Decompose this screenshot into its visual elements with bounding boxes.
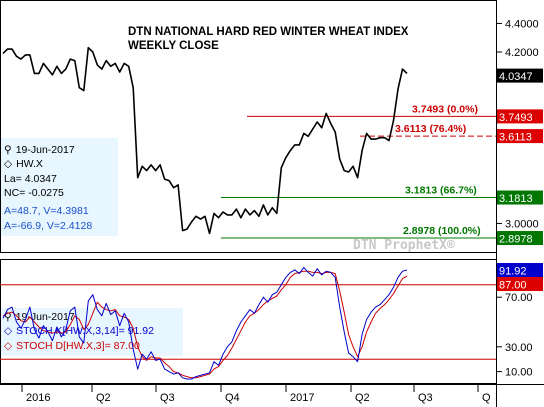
- x-tick-label: Q4: [225, 392, 240, 404]
- x-tick-label: Q2: [96, 392, 111, 404]
- diamond-icon: ◇: [4, 158, 13, 170]
- x-tick-label: 2017: [290, 392, 314, 404]
- fib-level-label: 2.8978 (100.0%): [403, 225, 481, 237]
- x-tick-label: Q2: [355, 392, 370, 404]
- stoch-axis-badge-bg: [497, 263, 543, 278]
- magnifier-icon: ⚲: [4, 144, 12, 156]
- stoch-axis-badge: 91.92: [499, 266, 527, 278]
- price-series-line[interactable]: [2, 46, 408, 235]
- chart-title: DTN NATIONAL HARD RED WINTER WHEAT INDEX: [128, 26, 409, 38]
- stoch-y-tick-label: 30.00: [505, 342, 533, 354]
- price-axis-badge-bg: [497, 190, 543, 205]
- x-tick-label: Q3: [160, 392, 175, 404]
- stoch-k-line[interactable]: [2, 266, 408, 380]
- price-axis-badge: 3.6113: [499, 132, 532, 144]
- price-axis-badge: 3.7493: [499, 112, 533, 124]
- stoch-axis-badge: 87.00: [499, 280, 527, 292]
- price-axis-badge: 3.1813: [499, 193, 533, 205]
- stoch-d-line[interactable]: [2, 270, 408, 379]
- fib-level-label: 3.1813 (66.7%): [405, 185, 477, 197]
- stoch-magnifier-icon: ⚲: [4, 311, 12, 323]
- price-y-tick-label: 4.2000: [505, 47, 539, 59]
- stoch-axis-badge-bg: [497, 277, 543, 292]
- x-tick-label: Q: [482, 392, 491, 404]
- stoch-y-tick-label: 70.00: [505, 292, 533, 304]
- x-tick-label: 2016: [26, 392, 50, 404]
- stoch-k-diamond-icon: ◇: [4, 325, 13, 337]
- price-axis-badge: 4.0347: [499, 71, 533, 83]
- fib-level-label: 3.6113 (76.4%): [395, 123, 466, 135]
- price-axis-badge-bg: [497, 231, 543, 246]
- price-axis-badge-bg: [497, 129, 543, 144]
- info-last: La= 4.0347: [4, 173, 57, 185]
- price-info-box: [1, 138, 118, 236]
- info-angle-1: A=48.7, V=4.3981: [4, 205, 89, 217]
- info-symbol: ◇ HW.X: [4, 158, 43, 170]
- price-axis-badge-bg: [497, 109, 543, 124]
- info-angle-2: A=-66.9, V=2.4128: [4, 220, 92, 232]
- info-net-change: NC= -0.0275: [4, 187, 64, 199]
- stoch-d-label: ◇ STOCH D[HW.X,3]= 87.00: [4, 340, 140, 352]
- stoch-d-diamond-icon: ◇: [4, 340, 13, 352]
- stoch-info-date: ⚲ 19-Jun-2017: [4, 311, 75, 323]
- price-y-tick-label: 3.0000: [505, 218, 539, 230]
- info-date: ⚲ 19-Jun-2017: [4, 144, 75, 156]
- stoch-y-tick-label: 10.00: [505, 367, 533, 379]
- watermark: DTN ProphetX®: [353, 238, 455, 253]
- fib-level-label: 3.7493 (0.0%): [412, 103, 478, 115]
- price-axis-badge-bg: [497, 68, 543, 83]
- price-axis-badge: 2.8978: [499, 234, 533, 246]
- chart-subtitle: WEEKLY CLOSE: [128, 40, 219, 52]
- price-y-tick-label: 4.4000: [505, 18, 539, 30]
- x-tick-label: Q3: [418, 392, 433, 404]
